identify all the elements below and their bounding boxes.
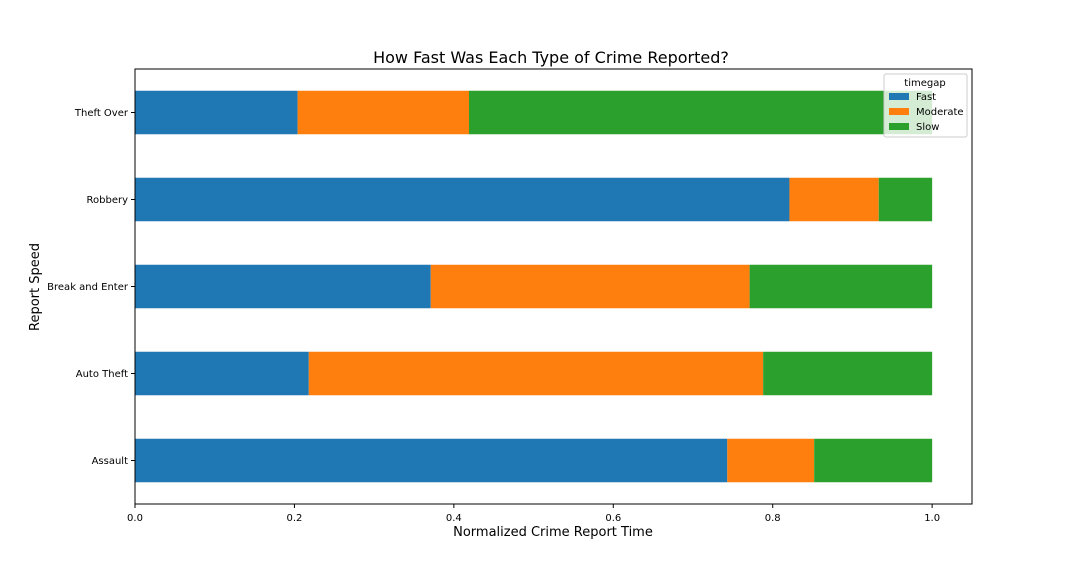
bar-fast-robbery (135, 177, 790, 222)
bar-slow-auto-theft (763, 351, 933, 396)
chart-title: How Fast Was Each Type of Crime Reported… (373, 48, 729, 67)
bar-moderate-auto-theft (308, 351, 764, 396)
legend-label-moderate: Moderate (916, 107, 964, 118)
y-tick-label: Break and Enter (47, 282, 129, 293)
bar-slow-theft-over (469, 90, 933, 135)
legend: timegap Fast Moderate Slow (883, 73, 968, 138)
bar-moderate-break-and-enter (430, 264, 750, 309)
legend-swatch-moderate (889, 108, 909, 115)
bar-fast-assault (135, 438, 728, 483)
y-axis-label: Report Speed (28, 243, 43, 331)
legend-title: timegap (904, 78, 945, 89)
x-axis-ticks: 0.0 0.2 0.4 0.6 0.8 1.0 (127, 504, 940, 524)
legend-swatch-fast (889, 93, 909, 100)
x-tick-label: 0.8 (765, 513, 781, 524)
bar-slow-break-and-enter (749, 264, 933, 309)
y-tick-label: Assault (92, 456, 129, 467)
bar-fast-auto-theft (135, 351, 309, 396)
bars-layer (135, 90, 933, 483)
x-axis-label: Normalized Crime Report Time (453, 525, 653, 540)
legend-swatch-slow (889, 123, 909, 130)
bar-fast-break-and-enter (135, 264, 431, 309)
legend-entries: Fast Moderate Slow (889, 92, 964, 133)
x-tick-label: 0.6 (605, 513, 621, 524)
x-tick-label: 0.2 (286, 513, 302, 524)
y-tick-label: Theft Over (74, 108, 129, 119)
bar-slow-robbery (878, 177, 933, 222)
bar-moderate-theft-over (297, 90, 470, 135)
x-tick-label: 0.0 (127, 513, 143, 524)
y-axis-ticks: Assault Auto Theft Break and Enter Robbery T… (47, 108, 135, 467)
bar-moderate-robbery (789, 177, 879, 222)
legend-label-slow: Slow (916, 122, 939, 133)
x-tick-label: 0.4 (446, 513, 462, 524)
legend-label-fast: Fast (916, 92, 936, 103)
x-tick-label: 1.0 (924, 513, 940, 524)
y-tick-label: Robbery (87, 195, 129, 206)
y-tick-label: Auto Theft (76, 369, 128, 380)
bar-fast-theft-over (135, 90, 298, 135)
bar-moderate-assault (727, 438, 815, 483)
legend-box (883, 73, 968, 138)
bar-slow-assault (814, 438, 933, 483)
